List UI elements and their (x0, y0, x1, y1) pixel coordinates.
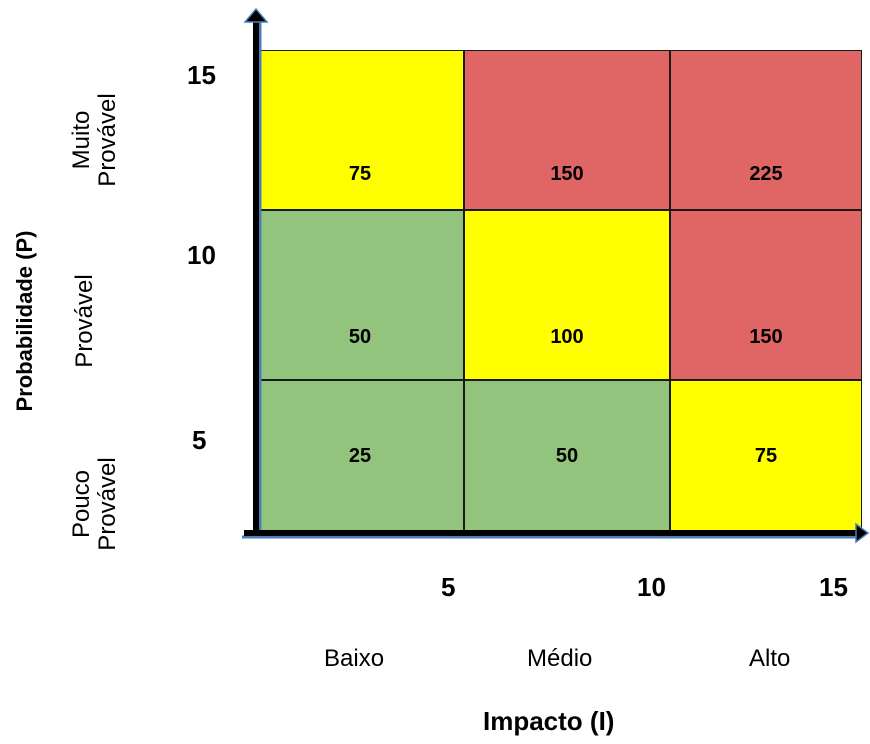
risk-cell-value: 150 (749, 326, 783, 348)
x-category-alto: Alto (749, 645, 791, 672)
x-category-medio: Médio (527, 645, 593, 672)
y-tick-10: 10 (187, 240, 216, 270)
risk-cell: 150 (464, 50, 670, 210)
risk-cell-value: 50 (555, 445, 579, 467)
x-axis-arrow-icon (855, 522, 870, 544)
risk-cell: 50 (256, 210, 464, 380)
y-tick-5: 5 (192, 425, 207, 455)
y-axis-title: Probabilidade (P) (12, 230, 37, 412)
x-tick-10: 10 (637, 572, 666, 602)
x-tick-5: 5 (441, 572, 456, 602)
risk-cell: 225 (670, 50, 862, 210)
risk-cell-value: 100 (550, 326, 584, 348)
risk-cell-value: 225 (749, 163, 783, 185)
x-axis-title: Impacto (I) (483, 706, 615, 736)
risk-cell: 25 (256, 380, 464, 532)
risk-cell-value: 75 (348, 163, 372, 185)
y-category-muito-provavel: Muito Provável (68, 93, 121, 187)
x-category-baixo: Baixo (324, 645, 385, 672)
risk-cell-value: 25 (348, 445, 372, 467)
risk-cell: 100 (464, 210, 670, 380)
y-category-provavel: Provável (71, 274, 98, 368)
risk-cell-value: 150 (550, 163, 584, 185)
risk-cell-value: 50 (348, 326, 372, 348)
risk-cell: 75 (670, 380, 862, 532)
risk-cell-value: 75 (754, 445, 778, 467)
risk-cell: 75 (256, 50, 464, 210)
y-category-pouco-provavel: Pouco Provável (68, 457, 121, 551)
y-tick-15: 15 (187, 60, 216, 90)
x-tick-15: 15 (819, 572, 848, 602)
y-axis-arrow-icon (243, 7, 269, 23)
risk-cell: 150 (670, 210, 862, 380)
